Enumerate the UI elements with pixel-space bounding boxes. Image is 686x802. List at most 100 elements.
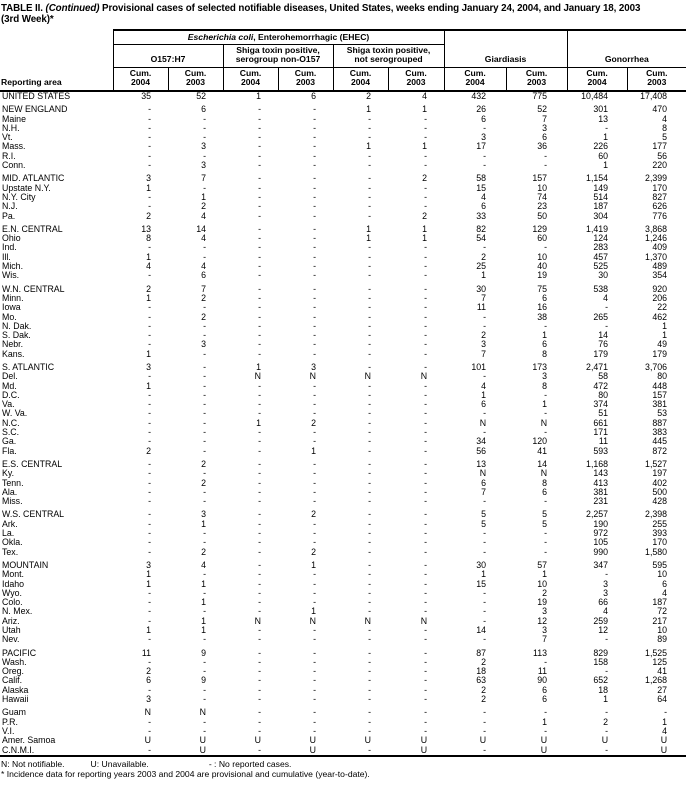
value-cell: 72 xyxy=(657,606,668,617)
value-cell: - xyxy=(544,656,548,667)
value-cell: 7 xyxy=(542,113,548,124)
value-cell: 283 xyxy=(593,242,609,253)
value-cell: - xyxy=(424,348,428,359)
value-cell: 661 xyxy=(593,417,609,428)
value-cell: - xyxy=(258,292,261,303)
reporting-area-cell: Ky. xyxy=(2,468,15,479)
value-cell: - xyxy=(424,468,428,479)
value-cell: - xyxy=(258,233,261,244)
value-cell: - xyxy=(368,694,371,705)
value-cell: - xyxy=(424,716,428,727)
value-cell: - xyxy=(148,150,151,161)
reporting-area-cell: Wis. xyxy=(2,270,20,281)
value-cell: - xyxy=(313,292,316,303)
table-row: Fla. 2 - - 1 - - 56 41 593 872 xyxy=(0,446,686,456)
value-cell: - xyxy=(148,371,151,382)
value-cell: 10 xyxy=(537,182,548,193)
value-cell: 125 xyxy=(652,656,668,667)
reporting-area-cell: Ariz. xyxy=(2,615,20,626)
value-cell: 3 xyxy=(146,559,151,570)
value-cell: - xyxy=(148,399,151,410)
value-cell: 11 xyxy=(476,302,487,313)
value-cell: 6 xyxy=(481,399,487,410)
value-cell: - xyxy=(258,634,261,645)
value-cell: 17,408 xyxy=(640,90,668,101)
ehec-group-header: Escherichia coli, Enterohemorrhagic (EHE… xyxy=(112,28,445,45)
value-cell: - xyxy=(313,283,316,294)
table-row: W.N. CENTRAL 2 7 - - - - 30 75 538 920 xyxy=(0,283,686,294)
value-cell: - xyxy=(313,647,316,658)
value-cell: 11 xyxy=(537,666,548,677)
value-cell: - xyxy=(258,201,261,212)
reporting-area-cell: Okla. xyxy=(2,537,23,548)
value-cell: U xyxy=(627,745,686,757)
value-cell: 15 xyxy=(476,182,487,193)
value-cell: 1 xyxy=(542,330,548,341)
value-cell: - xyxy=(148,725,151,736)
value-cell: - xyxy=(148,716,151,727)
value-cell: 1 xyxy=(146,569,151,580)
value-cell: - xyxy=(483,597,487,608)
value-cell: 6 xyxy=(542,339,548,350)
reporting-area-cell: Mo. xyxy=(2,311,17,322)
value-cell: 1 xyxy=(481,389,487,400)
value-cell: 158 xyxy=(593,656,609,667)
value-cell: - xyxy=(368,468,371,479)
value-cell: - xyxy=(258,150,261,161)
value-cell: - xyxy=(544,408,548,419)
value-cell: 6 xyxy=(542,132,548,143)
table-row: Mont. 1 - - - - - 1 1 - 10 xyxy=(0,569,686,580)
table-row: Okla. - - - - - - - - 105 170 xyxy=(0,537,686,548)
value-cell: - xyxy=(483,496,487,507)
value-cell: 1 xyxy=(366,233,371,244)
value-cell: 51 xyxy=(598,408,609,419)
shiga-non-o157-subgroup-header: Shiga toxin positive, serogroup non-O157 xyxy=(223,44,334,68)
value-cell: - xyxy=(148,141,151,152)
value-cell: - xyxy=(313,210,316,221)
value-cell: 2,399 xyxy=(645,173,668,184)
value-cell: 1 xyxy=(481,569,487,580)
value-cell: 16 xyxy=(537,302,548,313)
table-header: Reporting area Escherichia coli, Enteroh… xyxy=(0,28,686,92)
value-cell: 2 xyxy=(311,546,316,557)
footnote-no-cases: - : No reported cases. xyxy=(208,758,292,769)
value-cell: - xyxy=(605,302,609,313)
reporting-area-cell: Hawaii xyxy=(2,694,29,705)
reporting-area-cell: N.J. xyxy=(2,201,18,212)
value-cell: - xyxy=(313,104,316,115)
value-cell: - xyxy=(148,528,151,539)
value-cell: - xyxy=(424,509,428,520)
reporting-area-cell: Ill. xyxy=(2,251,11,262)
table-row: Guam N N - - - - - - - - xyxy=(0,708,686,718)
value-cell: 1,154 xyxy=(586,173,609,184)
value-cell: - xyxy=(203,150,206,161)
reporting-area-cell: Vt. xyxy=(2,132,13,143)
value-cell: 7 xyxy=(481,486,487,497)
value-cell: U xyxy=(364,735,371,746)
table-body: UNITED STATES 35 52 1 6 2 4 432 775 10,484 17,408 N… xyxy=(0,90,686,757)
value-cell: - xyxy=(258,339,261,350)
value-cell: 17 xyxy=(476,141,487,152)
value-cell: 3,706 xyxy=(645,361,668,372)
value-cell: - xyxy=(148,104,151,115)
value-cell: - xyxy=(313,173,316,184)
value-cell: - xyxy=(368,251,371,262)
reporting-area-cell: N. Mex. xyxy=(2,606,33,617)
value-cell: 157 xyxy=(652,389,668,400)
value-cell: 1 xyxy=(201,518,206,529)
value-cell: - xyxy=(148,270,151,281)
value-cell: - xyxy=(368,399,371,410)
value-cell: - xyxy=(368,509,371,520)
value-cell: 22 xyxy=(657,302,668,313)
value-cell: - xyxy=(544,389,548,400)
value-cell: - xyxy=(424,292,428,303)
value-cell: - xyxy=(258,191,261,202)
value-cell: - xyxy=(203,348,206,359)
value-cell: - xyxy=(203,725,206,736)
value-cell: - xyxy=(424,647,428,658)
table-row: Colo. - 1 - - - - - 19 66 187 xyxy=(0,597,686,608)
value-cell: - xyxy=(203,496,206,507)
reporting-area-cell: S. Dak. xyxy=(2,330,31,341)
table-row: Nev. - - - - - - - 7 - 89 xyxy=(0,634,686,645)
value-cell: - xyxy=(148,389,151,400)
